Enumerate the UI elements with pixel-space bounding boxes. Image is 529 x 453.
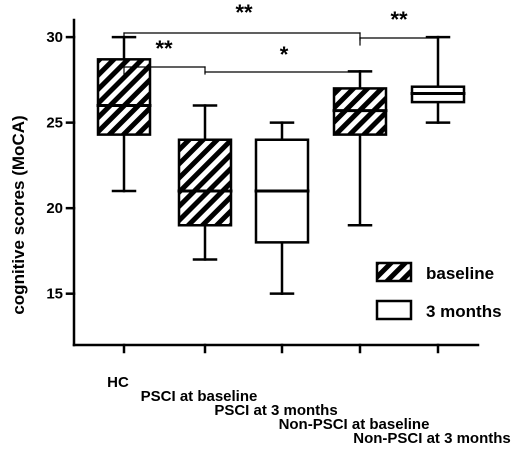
y-axis-label: cognitive scores (MoCA) bbox=[9, 115, 28, 314]
significance-label: ** bbox=[390, 7, 408, 32]
significance-label: * bbox=[280, 42, 289, 67]
y-tick-label: 30 bbox=[46, 29, 63, 46]
significance-label: ** bbox=[155, 36, 173, 61]
x-tick-label: Non-PSCI at 3 months bbox=[353, 430, 511, 447]
x-tick-label: PSCI at 3 months bbox=[214, 402, 337, 419]
y-tick-label: 20 bbox=[46, 200, 63, 217]
legend-label: 3 months bbox=[426, 302, 502, 321]
x-tick-label: PSCI at baseline bbox=[141, 388, 258, 405]
legend-swatch-hatched bbox=[375, 261, 413, 283]
x-tick-label: HC bbox=[107, 374, 129, 391]
y-tick-label: 25 bbox=[46, 115, 63, 132]
legend-label: baseline bbox=[426, 264, 494, 283]
box-baseline bbox=[177, 138, 233, 227]
y-tick-label: 15 bbox=[46, 286, 63, 303]
x-tick-label: Non-PSCI at baseline bbox=[279, 416, 430, 433]
significance-label: ** bbox=[235, 0, 253, 25]
legend-swatch-open bbox=[375, 299, 413, 321]
